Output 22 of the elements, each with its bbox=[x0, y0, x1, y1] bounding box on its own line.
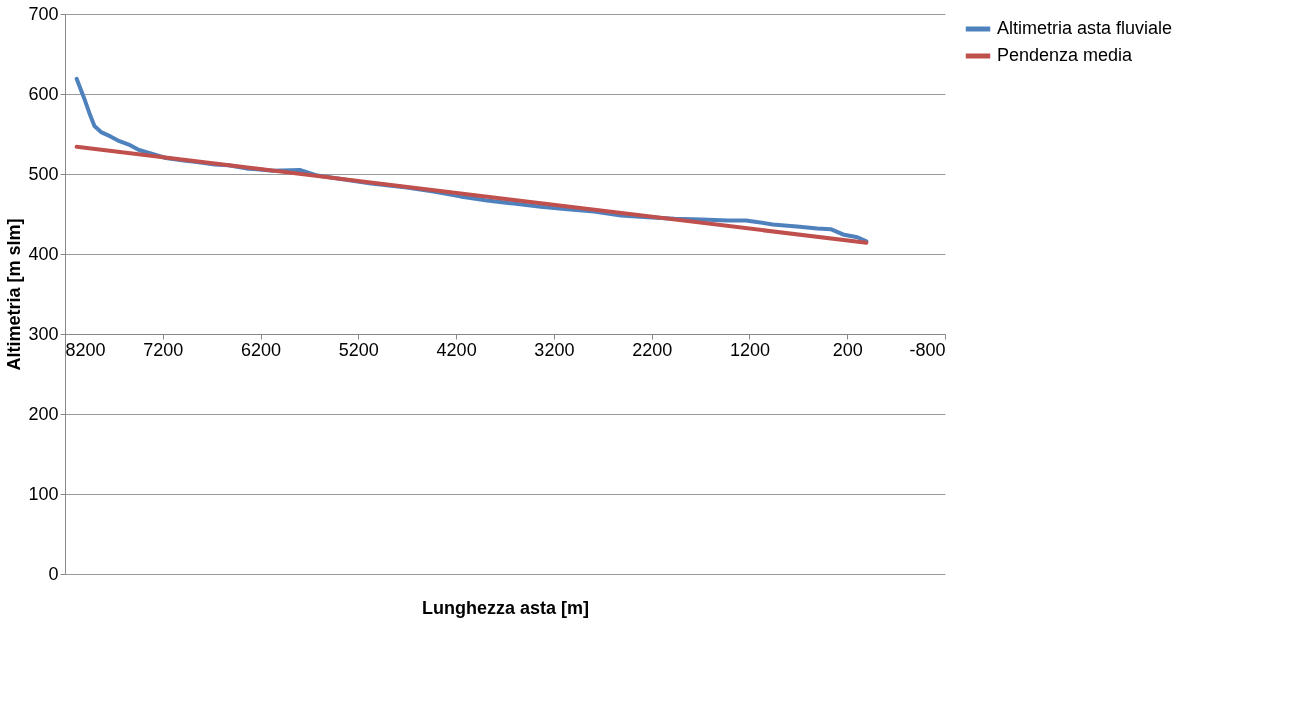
x-tick-label: 4200 bbox=[436, 339, 477, 360]
legend-label: Pendenza media bbox=[997, 45, 1134, 65]
y-tick-label: 700 bbox=[28, 3, 59, 24]
x-tick-label: -800 bbox=[909, 339, 946, 360]
x-tick-label: 7200 bbox=[143, 339, 184, 360]
x-tick-label: 200 bbox=[832, 339, 863, 360]
y-tick-label: 0 bbox=[48, 563, 59, 584]
y-tick-label: 500 bbox=[28, 163, 59, 184]
y-tick-label: 400 bbox=[28, 243, 59, 264]
x-tick-label: 2200 bbox=[632, 339, 673, 360]
y-tick-label: 600 bbox=[28, 83, 59, 104]
x-axis-title: Lunghezza asta [m] bbox=[421, 597, 590, 618]
x-tick-label: 1200 bbox=[729, 339, 770, 360]
y-tick-label: 200 bbox=[28, 403, 59, 424]
x-tick-label: 8200 bbox=[65, 339, 106, 360]
y-tick-label: 100 bbox=[28, 483, 59, 504]
y-axis-title: Altimetria [m slm] bbox=[4, 218, 25, 371]
y-tick-label: 300 bbox=[28, 323, 59, 344]
x-tick-label: 6200 bbox=[241, 339, 282, 360]
x-tick-label: 3200 bbox=[534, 339, 575, 360]
x-tick-label: 5200 bbox=[338, 339, 379, 360]
legend-label: Altimetria asta fluviale bbox=[997, 18, 1173, 38]
